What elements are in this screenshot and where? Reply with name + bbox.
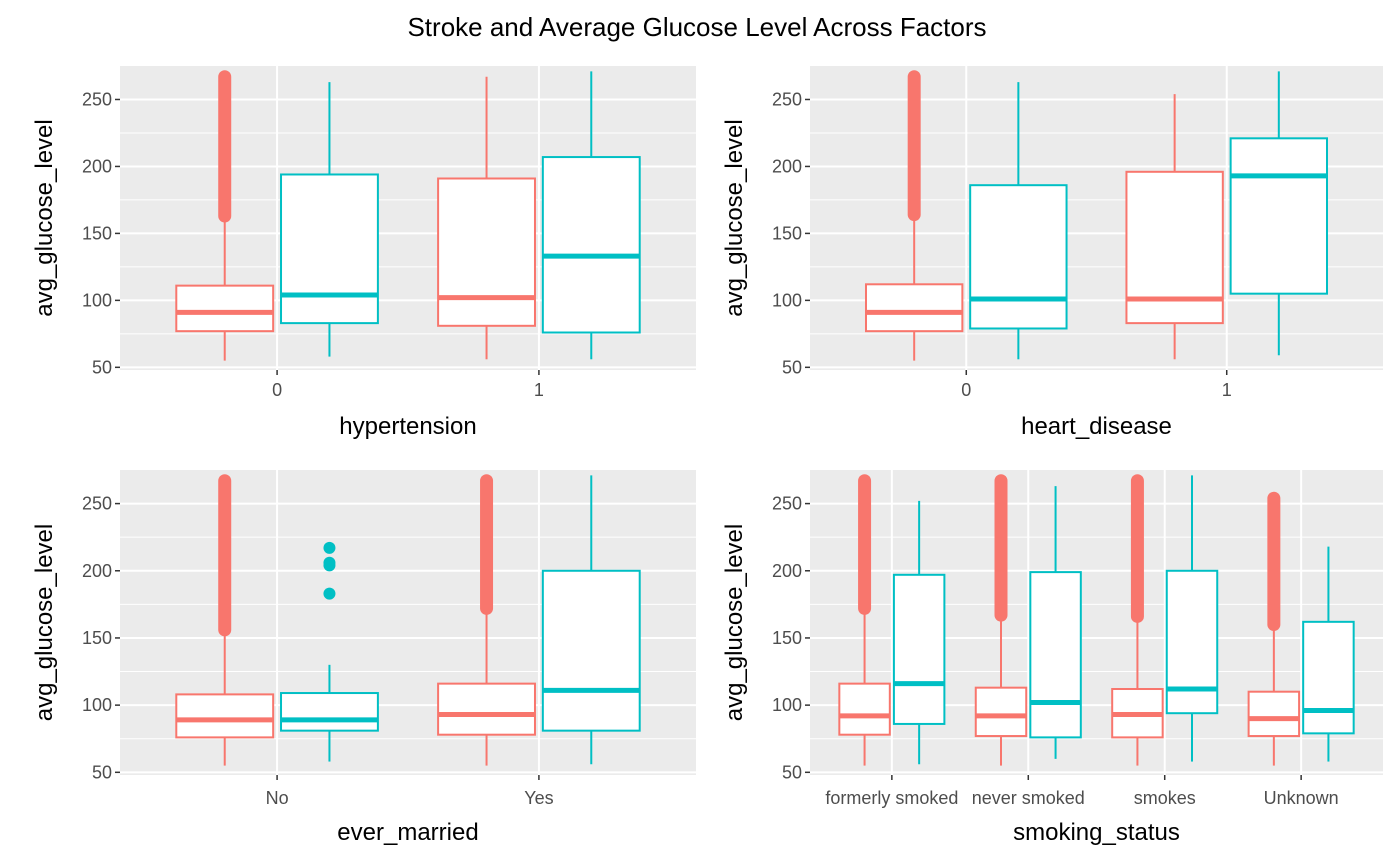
box-smokes-stroke-0 xyxy=(1111,474,1164,766)
x-tick-label: 1 xyxy=(1222,380,1232,400)
box-1-stroke-0 xyxy=(437,76,536,360)
y-axis-label: avg_glucose_level xyxy=(31,524,58,721)
box-iqr xyxy=(864,283,964,333)
box-unknown-stroke-0 xyxy=(1247,491,1301,766)
panel-hypertension: 50 100 150 200 250 0 1 hypertension avg_glucose_… xyxy=(31,66,696,440)
box-iqr xyxy=(838,682,891,736)
box-iqr xyxy=(541,569,641,732)
y-tick-label: 50 xyxy=(782,357,802,377)
box-1-stroke-1 xyxy=(541,71,641,360)
y-tick-label: 200 xyxy=(772,561,802,581)
y-tick-label: 100 xyxy=(772,695,802,715)
box-1-stroke-1 xyxy=(1229,71,1329,356)
box-iqr xyxy=(541,156,641,334)
box-iqr xyxy=(437,682,536,736)
box-iqr xyxy=(175,693,275,739)
y-axis-label: avg_glucose_level xyxy=(31,119,58,316)
y-tick-label: 200 xyxy=(82,156,112,176)
x-tick-label: formerly smoked xyxy=(825,788,958,808)
page-title: Stroke and Average Glucose Level Across … xyxy=(407,12,987,42)
box-iqr xyxy=(280,173,379,325)
panel-heart_disease: 50 100 150 200 250 0 1 heart_disease avg_glucose… xyxy=(721,66,1383,440)
x-tick-label: smokes xyxy=(1134,788,1196,808)
outlier-point xyxy=(323,556,336,569)
y-tick-label: 250 xyxy=(772,494,802,514)
y-tick-label: 150 xyxy=(772,628,802,648)
x-tick-label: 1 xyxy=(534,380,544,400)
x-tick-label: No xyxy=(266,788,289,808)
box-smokes-stroke-1 xyxy=(1165,475,1219,762)
y-tick-label: 150 xyxy=(82,223,112,243)
box-formerly-smoked-stroke-1 xyxy=(892,500,946,765)
y-tick-label: 250 xyxy=(82,89,112,109)
box-1-stroke-0 xyxy=(1125,94,1224,360)
box-yes-stroke-0 xyxy=(437,474,536,766)
box-iqr xyxy=(1247,690,1301,738)
box-0-stroke-0 xyxy=(864,70,964,361)
y-tick-label: 150 xyxy=(772,223,802,243)
panel-smoking_status: 50 100 150 200 250 formerly smoked never smoke… xyxy=(721,470,1383,846)
box-iqr xyxy=(974,686,1028,738)
box-formerly-smoked-stroke-0 xyxy=(838,474,891,766)
box-no-stroke-0 xyxy=(175,474,275,766)
box-0-stroke-0 xyxy=(175,70,275,361)
x-tick-label: 0 xyxy=(272,380,282,400)
box-iqr xyxy=(1229,137,1329,295)
y-tick-label: 150 xyxy=(82,628,112,648)
x-axis-label: ever_married xyxy=(337,819,478,846)
box-iqr xyxy=(1165,569,1219,715)
box-no-stroke-1 xyxy=(280,541,379,762)
box-iqr xyxy=(969,184,1068,330)
box-iqr xyxy=(892,573,946,725)
y-tick-label: 250 xyxy=(82,494,112,514)
outlier-point xyxy=(323,587,336,600)
x-tick-label: Yes xyxy=(524,788,553,808)
y-tick-label: 200 xyxy=(772,156,802,176)
y-tick-label: 100 xyxy=(82,695,112,715)
y-tick-label: 50 xyxy=(92,357,112,377)
box-unknown-stroke-1 xyxy=(1302,546,1355,762)
box-never-smoked-stroke-1 xyxy=(1029,486,1082,759)
y-tick-label: 100 xyxy=(772,290,802,310)
x-tick-label: Unknown xyxy=(1264,788,1339,808)
panel-ever_married: 50 100 150 200 250 No Yes ever_married avg_gluco… xyxy=(31,470,696,846)
box-never-smoked-stroke-0 xyxy=(974,474,1028,766)
box-yes-stroke-1 xyxy=(541,475,641,765)
y-tick-label: 100 xyxy=(82,290,112,310)
box-iqr xyxy=(1302,620,1355,735)
outlier-point xyxy=(323,541,336,554)
x-tick-label: 0 xyxy=(961,380,971,400)
y-tick-label: 50 xyxy=(92,762,112,782)
box-iqr xyxy=(175,284,275,333)
x-axis-label: heart_disease xyxy=(1021,413,1172,440)
box-0-stroke-1 xyxy=(969,82,1068,360)
box-iqr xyxy=(1029,571,1082,739)
y-axis-label: avg_glucose_level xyxy=(721,119,748,316)
x-axis-label: smoking_status xyxy=(1013,819,1180,846)
box-iqr xyxy=(437,177,536,327)
box-0-stroke-1 xyxy=(280,82,379,357)
y-tick-label: 50 xyxy=(782,762,802,782)
y-tick-label: 250 xyxy=(772,89,802,109)
y-tick-label: 200 xyxy=(82,561,112,581)
x-axis-label: hypertension xyxy=(339,413,476,440)
y-axis-label: avg_glucose_level xyxy=(721,524,748,721)
box-iqr xyxy=(280,692,379,732)
x-tick-label: never smoked xyxy=(972,788,1085,808)
